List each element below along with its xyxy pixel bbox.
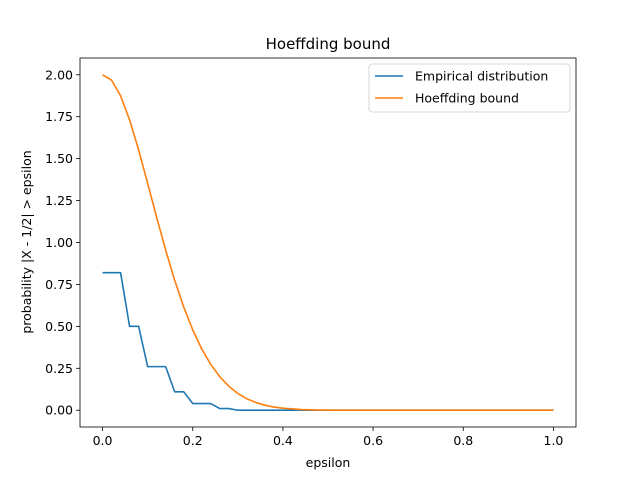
x-tick-label: 0.0 (93, 433, 113, 448)
series-line-empirical (102, 271, 554, 412)
x-tick-label: 0.8 (453, 433, 473, 448)
x-axis-label: epsilon (306, 455, 351, 470)
y-tick-label: 0.00 (45, 403, 73, 418)
legend-entry-label: Empirical distribution (415, 69, 548, 84)
x-tick-label: 0.6 (363, 433, 383, 448)
y-tick-label: 1.50 (45, 151, 73, 166)
y-axis-label: probability |X - 1/2| > epsilon (19, 150, 34, 333)
series-line-hoeffding (102, 74, 554, 412)
x-tick-label: 1.0 (544, 433, 564, 448)
axes-frame (79, 57, 577, 428)
y-tick-label: 2.00 (45, 67, 73, 82)
chart-title: Hoeffding bound (266, 35, 391, 53)
y-tick-label: 0.75 (45, 277, 73, 292)
legend-box (368, 63, 571, 113)
legend-entry-label: Hoeffding bound (415, 91, 519, 106)
y-tick-label: 0.50 (45, 319, 73, 334)
x-tick-label: 0.4 (273, 433, 293, 448)
y-tick-label: 1.75 (45, 109, 73, 124)
y-tick-label: 1.25 (45, 193, 73, 208)
y-tick-label: 1.00 (45, 235, 73, 250)
legend: Empirical distribution Hoeffding bound (368, 63, 571, 113)
x-tick-label: 0.2 (183, 433, 203, 448)
y-tick-label: 0.25 (45, 361, 73, 376)
plot-area: 0.0 0.2 0.4 0.6 0.8 1.0 0.00 0.25 0.50 0.75 1.00 1.… (45, 57, 577, 448)
